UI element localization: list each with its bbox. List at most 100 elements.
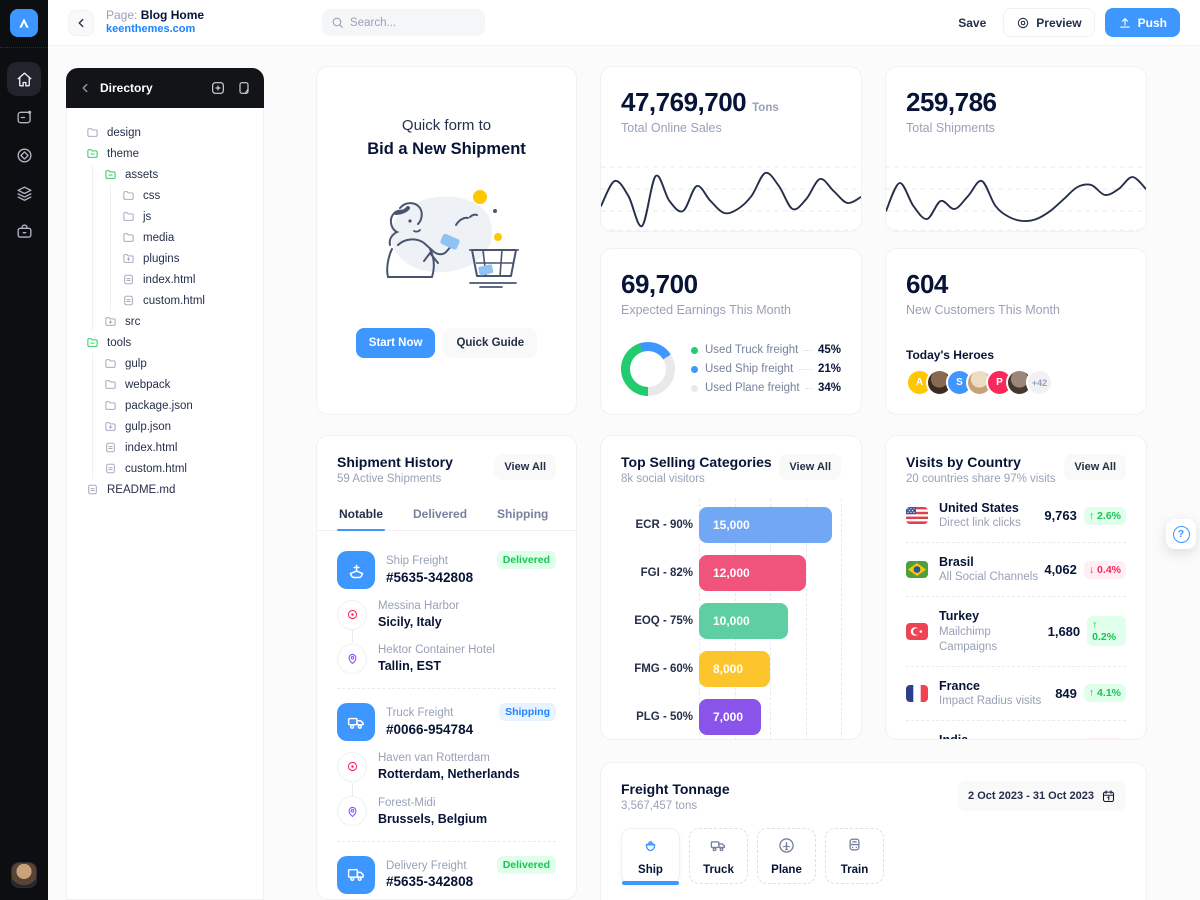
tree-item-css[interactable]: css bbox=[67, 185, 263, 206]
save-button[interactable]: Save bbox=[958, 15, 987, 30]
country-source: Mailchimp Campaigns bbox=[939, 625, 998, 653]
legend-label: Used Truck freight bbox=[705, 344, 799, 356]
tree-item-plugins[interactable]: plugins bbox=[67, 248, 263, 269]
rail-item-compass[interactable] bbox=[7, 138, 41, 172]
upload-icon bbox=[1119, 17, 1130, 28]
avatar-more[interactable]: +42 bbox=[1026, 369, 1053, 396]
tab-notable[interactable]: Notable bbox=[337, 501, 386, 531]
shipment-entry-header: Ship Freight #5635-342808 Delivered bbox=[337, 551, 556, 589]
tree-item-label: js bbox=[143, 210, 152, 223]
country-stats: 1,680 ↑ 0.2% bbox=[1048, 616, 1126, 647]
rail-item-home[interactable] bbox=[7, 62, 41, 96]
rail-item-briefcase[interactable] bbox=[7, 214, 41, 248]
rail-item-layers[interactable] bbox=[7, 176, 41, 210]
stop-meta: Messina Harbor Sicily, Italy bbox=[378, 599, 459, 630]
ship-icon bbox=[641, 836, 660, 860]
legend-dot bbox=[691, 384, 698, 392]
bar-row: FMG - 60% 8,000 bbox=[621, 651, 841, 687]
shipment-stops: Haven van Rotterdam Rotterdam, Netherland… bbox=[337, 751, 556, 827]
tree-item-webpack[interactable]: webpack bbox=[67, 374, 263, 395]
start-now-button[interactable]: Start Now bbox=[355, 328, 436, 358]
add-file-icon[interactable] bbox=[210, 80, 226, 96]
country-stats: 4,062 ↓ 0.4% bbox=[1044, 560, 1126, 579]
legend-label: Used Ship freight bbox=[705, 363, 794, 375]
reload-file-icon[interactable] bbox=[236, 80, 252, 96]
online-sales-sparkline bbox=[601, 166, 861, 231]
tree-item-label: index.html bbox=[143, 273, 196, 286]
tree-item-js[interactable]: js bbox=[67, 206, 263, 227]
bar-row: EOQ - 75% 10,000 bbox=[621, 603, 841, 639]
tree-guide-line bbox=[92, 206, 93, 227]
directory-panel: Directory design theme assets css js media plu… bbox=[66, 68, 264, 900]
bar-track: 10,000 bbox=[699, 603, 841, 639]
legend-row: Used Ship freight 21% bbox=[691, 363, 841, 375]
rail-divider bbox=[0, 47, 48, 48]
freight-tab-ship[interactable]: Ship bbox=[621, 828, 680, 885]
legend-percent: 45% bbox=[817, 344, 841, 356]
preview-button[interactable]: Preview bbox=[1003, 8, 1095, 37]
tree-item-gulp-json[interactable]: gulp.json bbox=[67, 416, 263, 437]
tree-item-index-html[interactable]: index.html bbox=[67, 437, 263, 458]
country-stats: 849 ↑ 4.1% bbox=[1055, 684, 1126, 703]
tree-item-gulp[interactable]: gulp bbox=[67, 353, 263, 374]
calendar-icon bbox=[1102, 789, 1115, 802]
search-input[interactable] bbox=[350, 16, 477, 29]
freight-tab-truck[interactable]: Truck bbox=[689, 828, 748, 884]
tree-item-media[interactable]: media bbox=[67, 227, 263, 248]
stop-place: Brussels, Belgium bbox=[378, 811, 488, 826]
back-button[interactable] bbox=[68, 9, 94, 36]
shipment-type: Truck Freight bbox=[386, 707, 454, 720]
shipment-stop: Forest-Midi Brussels, Belgium bbox=[337, 796, 556, 827]
visits-view-all-button[interactable]: View All bbox=[1064, 454, 1126, 480]
tab-delivered[interactable]: Delivered bbox=[413, 507, 468, 521]
collapse-directory-button[interactable] bbox=[78, 81, 92, 95]
tree-item-src[interactable]: src bbox=[67, 311, 263, 332]
tree-item-label: design bbox=[107, 126, 141, 139]
search-box[interactable] bbox=[322, 9, 486, 36]
date-range-picker[interactable]: 2 Oct 2023 - 31 Oct 2023 bbox=[958, 781, 1126, 811]
shipment-entry[interactable]: Delivery Freight#5635-342808DeliveredMin… bbox=[337, 840, 556, 899]
tree-item-custom-html[interactable]: custom.html bbox=[67, 458, 263, 479]
freight-tab-label: Plane bbox=[771, 864, 802, 876]
shipment-number: #5635-342808 bbox=[386, 569, 474, 585]
stop-meta: Haven van Rotterdam Rotterdam, Netherland… bbox=[378, 751, 520, 782]
country-name: Turkey bbox=[939, 609, 980, 624]
bar-track: 8,000 bbox=[699, 651, 841, 687]
freight-tab-train[interactable]: Train bbox=[825, 828, 884, 884]
page-link[interactable]: keenthemes.com bbox=[106, 23, 196, 36]
tree-item-index-html[interactable]: index.html bbox=[67, 269, 263, 290]
stop-name: Haven van Rotterdam bbox=[378, 752, 490, 765]
tree-item-label: gulp bbox=[125, 357, 147, 370]
stop-place: Sicily, Italy bbox=[378, 614, 442, 629]
app-logo-icon[interactable] bbox=[10, 9, 38, 37]
file-icon bbox=[86, 483, 99, 496]
tab-shipping[interactable]: Shipping bbox=[497, 507, 549, 521]
help-button[interactable]: ? bbox=[1166, 519, 1196, 549]
push-button[interactable]: Push bbox=[1104, 8, 1180, 37]
tree-item-design[interactable]: design bbox=[67, 122, 263, 143]
tree-item-tools[interactable]: tools bbox=[67, 332, 263, 353]
stop-connector bbox=[352, 782, 353, 796]
new-customers-card: 604 New Customers This Month Today's Her… bbox=[885, 248, 1147, 415]
shipment-meta: Truck Freight #0066-954784 bbox=[386, 706, 473, 738]
customers-value: 604 bbox=[906, 269, 948, 299]
country-row: Turkey Mailchimp Campaigns 1,680 ↑ 0.2% bbox=[906, 596, 1126, 665]
user-avatar[interactable] bbox=[11, 862, 37, 888]
tree-item-theme[interactable]: theme bbox=[67, 143, 263, 164]
folder-plus-icon bbox=[122, 252, 135, 265]
freight-tab-plane[interactable]: Plane bbox=[757, 828, 816, 884]
tree-item-assets[interactable]: assets bbox=[67, 164, 263, 185]
shipment-entry[interactable]: Ship Freight #5635-342808 Delivered Messina… bbox=[337, 545, 556, 678]
shipment-view-all-button[interactable]: View All bbox=[494, 454, 556, 480]
quick-guide-button[interactable]: Quick Guide bbox=[443, 328, 538, 358]
tree-item-readme-md[interactable]: README.md bbox=[67, 479, 263, 500]
tree-item-label: package.json bbox=[125, 399, 193, 412]
stop-place: Tallin, EST bbox=[378, 659, 441, 674]
top-selling-view-all-button[interactable]: View All bbox=[779, 454, 841, 480]
tree-item-package-json[interactable]: package.json bbox=[67, 395, 263, 416]
rail-item-badge[interactable] bbox=[7, 100, 41, 134]
shipment-meta: Delivery Freight #5635-342808 bbox=[386, 859, 473, 891]
country-source: All Social Channels bbox=[939, 571, 1039, 584]
tree-item-custom-html[interactable]: custom.html bbox=[67, 290, 263, 311]
shipment-entry[interactable]: Truck Freight #0066-954784 Shipping Haven v… bbox=[337, 688, 556, 830]
